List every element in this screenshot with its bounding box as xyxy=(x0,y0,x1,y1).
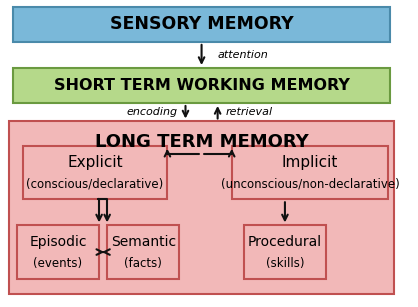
Text: Implicit: Implicit xyxy=(282,155,338,170)
Text: (events): (events) xyxy=(33,257,82,270)
Text: encoding: encoding xyxy=(126,107,178,117)
FancyBboxPatch shape xyxy=(13,7,390,42)
Text: attention: attention xyxy=(218,50,268,60)
Text: retrieval: retrieval xyxy=(226,107,273,117)
FancyBboxPatch shape xyxy=(23,146,168,199)
Text: Procedural: Procedural xyxy=(248,235,322,249)
Text: (conscious/declarative): (conscious/declarative) xyxy=(26,178,164,191)
Text: Semantic: Semantic xyxy=(111,235,176,249)
FancyBboxPatch shape xyxy=(107,225,179,279)
Text: Episodic: Episodic xyxy=(29,235,87,249)
FancyBboxPatch shape xyxy=(9,121,395,294)
Text: SHORT TERM WORKING MEMORY: SHORT TERM WORKING MEMORY xyxy=(54,78,349,93)
Text: (facts): (facts) xyxy=(125,257,162,270)
Text: Explicit: Explicit xyxy=(67,155,123,170)
Text: (skills): (skills) xyxy=(266,257,304,270)
Text: LONG TERM MEMORY: LONG TERM MEMORY xyxy=(95,133,308,151)
FancyBboxPatch shape xyxy=(13,68,390,103)
FancyBboxPatch shape xyxy=(232,146,388,199)
FancyBboxPatch shape xyxy=(17,225,99,279)
FancyBboxPatch shape xyxy=(244,225,326,279)
Text: SENSORY MEMORY: SENSORY MEMORY xyxy=(110,15,293,33)
Text: (unconscious/non-declarative): (unconscious/non-declarative) xyxy=(221,178,400,191)
